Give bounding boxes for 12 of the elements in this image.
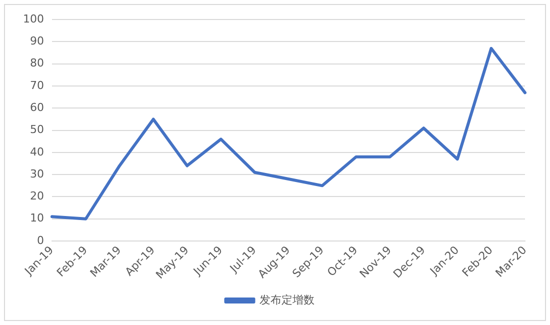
y-tick-label: 30 [30, 167, 44, 180]
y-tick-label: 40 [30, 145, 44, 158]
y-tick-label: 70 [30, 78, 44, 92]
y-tick-label: 100 [22, 12, 44, 26]
y-tick-label: 60 [30, 101, 44, 114]
legend-label: 发布定增数 [259, 293, 314, 306]
y-tick-label: 80 [30, 56, 44, 70]
y-tick-label: 90 [30, 34, 44, 48]
y-tick-label: 0 [36, 234, 44, 247]
y-tick-label: 10 [30, 212, 44, 225]
y-tick-label: 20 [30, 190, 44, 203]
y-tick-label: 50 [30, 123, 44, 136]
